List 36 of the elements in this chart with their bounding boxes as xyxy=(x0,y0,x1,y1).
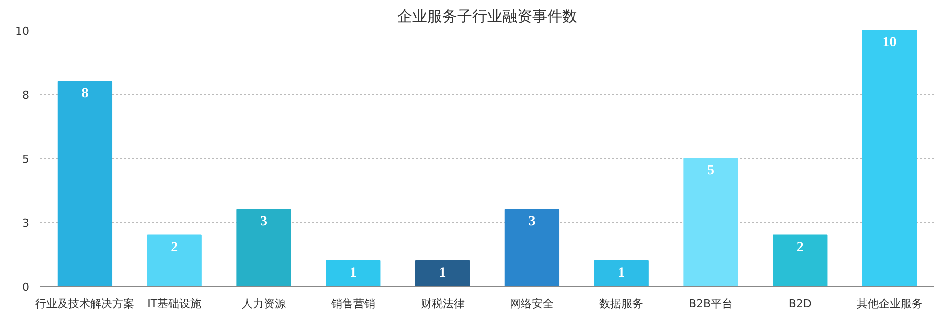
bar xyxy=(504,209,560,286)
x-tick-label: 财税法律 xyxy=(420,298,465,310)
data-label: 5 xyxy=(708,164,714,178)
x-tick-label: 销售营销 xyxy=(330,298,376,310)
data-label: 8 xyxy=(82,86,89,102)
data-label: 3 xyxy=(528,214,536,230)
bar xyxy=(773,234,828,286)
bar xyxy=(415,260,470,286)
bar xyxy=(326,260,381,286)
x-tick-label: B2B平台 xyxy=(688,298,734,310)
data-label: 2 xyxy=(171,240,178,256)
y-tick-label: 10 xyxy=(16,25,30,38)
x-tick-label: 人力资源 xyxy=(242,298,286,310)
data-label: 1 xyxy=(618,266,626,281)
bar xyxy=(236,209,292,286)
bar xyxy=(684,158,738,286)
y-tick-label: 8 xyxy=(22,89,30,102)
chart-title: 企业服务子行业融资事件数 xyxy=(398,8,578,26)
x-tick-label: B2D xyxy=(788,298,812,310)
x-tick-label: 行业及技术解决方案 xyxy=(36,298,135,310)
data-label: 1 xyxy=(350,266,357,281)
x-tick-label: IT基础设施 xyxy=(148,298,202,310)
bar xyxy=(58,81,113,286)
data-label: 3 xyxy=(260,214,268,230)
y-tick-label: 3 xyxy=(22,217,30,230)
x-tick-label: 数据服务 xyxy=(600,298,644,310)
data-label: 10 xyxy=(882,36,897,50)
bar xyxy=(147,234,202,286)
y-tick-label: 5 xyxy=(22,153,30,166)
x-tick-label: 网络安全 xyxy=(510,298,554,310)
bar xyxy=(862,30,918,286)
data-label: 1 xyxy=(439,266,446,281)
data-label: 2 xyxy=(796,240,804,256)
y-tick-label: 0 xyxy=(22,281,30,294)
x-tick-label: 其他企业服务 xyxy=(856,298,923,310)
bar xyxy=(594,260,649,286)
